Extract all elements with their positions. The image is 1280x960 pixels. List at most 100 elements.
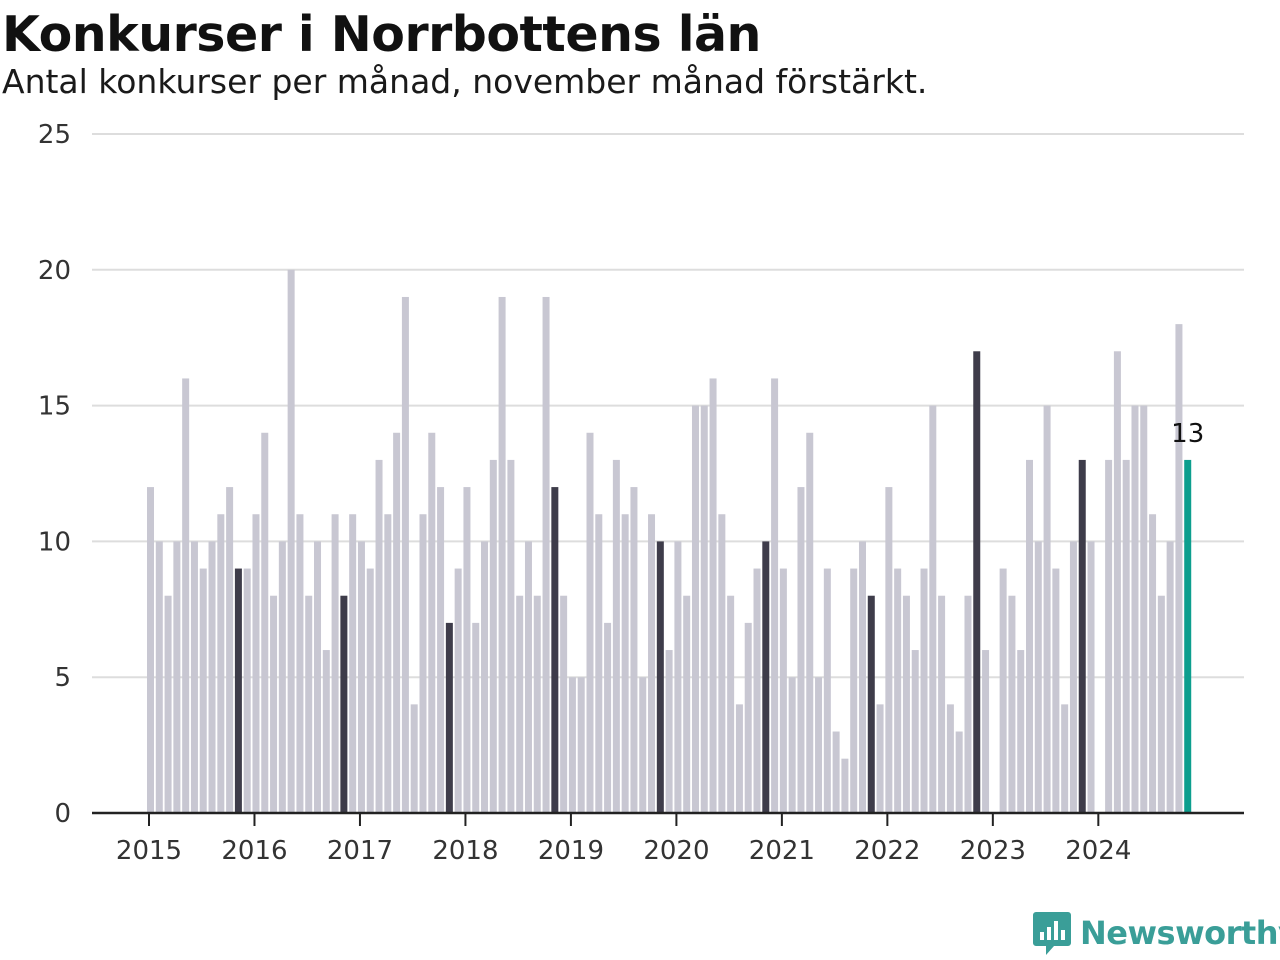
brand-logo: Newsworthy xyxy=(1032,910,1280,956)
bar xyxy=(463,487,471,813)
bar xyxy=(410,704,418,813)
bar xyxy=(243,568,251,813)
bar xyxy=(472,622,480,813)
bars xyxy=(147,269,1192,814)
x-tick-label: 2020 xyxy=(643,836,709,866)
bar xyxy=(718,514,726,813)
x-axis: 2015 2016 2017 2018 2019 2020 2021 2022 2023 2024 xyxy=(92,811,1244,866)
bar xyxy=(1122,459,1130,813)
data-labels: 13 xyxy=(1171,419,1204,449)
bar xyxy=(551,487,559,813)
bar-chart-speech-bubble-icon xyxy=(1033,912,1071,955)
bar xyxy=(190,541,198,813)
bar xyxy=(314,541,322,813)
bar xyxy=(876,704,884,813)
bar xyxy=(305,595,313,813)
bar xyxy=(1140,405,1148,813)
bar xyxy=(147,487,154,813)
bar xyxy=(815,677,823,813)
bar xyxy=(841,758,849,813)
bar xyxy=(683,595,691,813)
bar xyxy=(357,541,365,813)
bar xyxy=(964,595,972,813)
bar xyxy=(1034,541,1042,813)
x-tick-label: 2015 xyxy=(116,836,182,866)
bar xyxy=(401,296,409,814)
y-tick-label: 5 xyxy=(54,663,71,693)
bar xyxy=(507,459,515,813)
bar xyxy=(384,514,392,813)
bar xyxy=(498,296,506,814)
bar xyxy=(762,541,770,813)
bar xyxy=(393,432,401,813)
bar xyxy=(691,405,699,813)
bar xyxy=(1052,568,1060,813)
bar xyxy=(973,351,981,813)
bar xyxy=(1087,541,1095,813)
bar xyxy=(164,595,172,813)
bar xyxy=(727,595,735,813)
y-tick-label: 25 xyxy=(38,120,71,150)
brand-name: Newsworthy xyxy=(1080,914,1280,952)
bar xyxy=(331,514,339,813)
bar xyxy=(234,568,242,813)
x-tick-label: 2017 xyxy=(327,836,393,866)
bar xyxy=(252,514,260,813)
bar xyxy=(1166,541,1174,813)
bar xyxy=(630,487,638,813)
bar xyxy=(999,568,1007,813)
bar xyxy=(911,650,919,813)
bar xyxy=(542,296,550,814)
bar xyxy=(155,541,163,813)
bar xyxy=(349,514,357,813)
bar xyxy=(700,405,708,813)
bar xyxy=(946,704,954,813)
bar xyxy=(1113,351,1121,813)
bar xyxy=(445,622,453,813)
y-axis-ticks: 0 5 10 15 20 25 xyxy=(38,120,71,829)
bar xyxy=(454,568,462,813)
bar xyxy=(850,568,858,813)
bar xyxy=(1061,704,1069,813)
y-tick-label: 10 xyxy=(38,527,71,557)
bar xyxy=(832,731,840,813)
bar xyxy=(753,568,761,813)
latest-value-label: 13 xyxy=(1171,419,1204,449)
bar xyxy=(226,487,234,813)
chart-title: Konkurser i Norrbottens län xyxy=(2,6,761,63)
x-tick-label: 2024 xyxy=(1065,836,1131,866)
bar xyxy=(533,595,541,813)
bar xyxy=(287,269,295,813)
bar xyxy=(867,595,875,813)
x-tick-label: 2023 xyxy=(960,836,1026,866)
bar xyxy=(1043,405,1051,813)
y-tick-label: 20 xyxy=(38,256,71,286)
bar xyxy=(568,677,576,813)
x-tick-label: 2021 xyxy=(749,836,815,866)
bar xyxy=(1149,514,1157,813)
bar xyxy=(665,650,673,813)
bar xyxy=(270,595,278,813)
bar xyxy=(674,541,682,813)
bar xyxy=(586,432,594,813)
bar xyxy=(788,677,796,813)
bar xyxy=(929,405,937,813)
bar xyxy=(428,432,436,813)
bar xyxy=(375,459,383,813)
bar xyxy=(744,622,752,813)
chart-subtitle: Antal konkurser per månad, november måna… xyxy=(2,62,928,101)
bar xyxy=(621,514,629,813)
bar xyxy=(1184,459,1192,813)
x-tick-label: 2022 xyxy=(854,836,920,866)
bar xyxy=(709,378,717,813)
bar xyxy=(208,541,216,813)
bar xyxy=(779,568,787,813)
bar xyxy=(885,487,893,813)
bar xyxy=(858,541,866,813)
bar xyxy=(982,650,990,813)
bar xyxy=(516,595,524,813)
bar xyxy=(1105,459,1113,813)
bar xyxy=(806,432,814,813)
bar xyxy=(419,514,427,813)
